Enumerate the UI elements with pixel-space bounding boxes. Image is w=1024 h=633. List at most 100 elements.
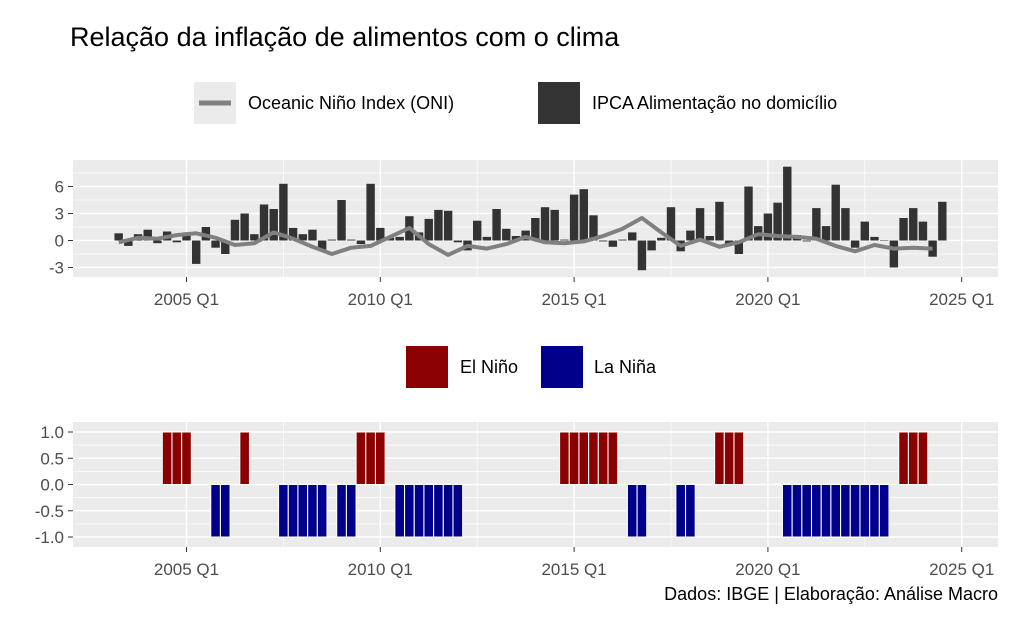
lanina-bar bbox=[830, 484, 842, 538]
ipca-bar bbox=[240, 213, 249, 241]
elnino-bar bbox=[559, 431, 570, 485]
ipca-bar bbox=[773, 202, 782, 241]
legend-top: Oceanic Niño Index (ONI) IPCA Alimentaçã… bbox=[194, 82, 837, 124]
x-tick-label: 2010 Q1 bbox=[348, 290, 413, 309]
x-tick-label: 2025 Q1 bbox=[929, 290, 994, 309]
y-tick-label: -3 bbox=[49, 259, 64, 278]
ipca-bar bbox=[327, 239, 337, 241]
ipca-bar bbox=[395, 236, 404, 241]
lanina-bar bbox=[878, 484, 890, 538]
panel-bottom-axis: 1.0 0.5 0.0 -0.5 -1.0 2005 Q1 2010 Q1 2015 Q1 20… bbox=[35, 423, 995, 579]
ipca-bar bbox=[686, 230, 695, 241]
y-tick-label: 0.0 bbox=[40, 476, 64, 495]
ipca-bar bbox=[938, 201, 947, 241]
ipca-bar bbox=[831, 184, 840, 241]
ipca-bar bbox=[695, 208, 705, 241]
lanina-bar bbox=[336, 484, 347, 538]
ipca-bar bbox=[909, 208, 918, 241]
caption: Dados: IBGE | Elaboração: Análise Macro bbox=[664, 584, 998, 604]
y-tick-label: -1.0 bbox=[35, 528, 64, 547]
x-tick-label: 2015 Q1 bbox=[541, 290, 606, 309]
ipca-bar bbox=[502, 228, 511, 241]
lanina-bar bbox=[423, 484, 435, 538]
ipca-bar bbox=[511, 236, 521, 241]
ipca-bar bbox=[715, 201, 724, 241]
ipca-bar bbox=[424, 218, 433, 241]
x-tick-label: 2010 Q1 bbox=[348, 560, 413, 579]
x-tick-label: 2025 Q1 bbox=[929, 560, 994, 579]
ipca-bar bbox=[172, 240, 182, 243]
legend-elnino-key bbox=[406, 346, 448, 388]
lanina-bar bbox=[626, 484, 638, 538]
ipca-bar bbox=[899, 218, 908, 241]
lanina-bar bbox=[442, 484, 454, 538]
ipca-bar bbox=[288, 227, 298, 241]
x-tick-label: 2005 Q1 bbox=[154, 560, 219, 579]
ipca-bar bbox=[763, 213, 773, 241]
ipca-bar bbox=[889, 240, 899, 268]
elnino-bar bbox=[597, 431, 609, 485]
ipca-bar bbox=[182, 232, 191, 241]
ipca-bar bbox=[560, 239, 569, 241]
lanina-bar bbox=[859, 484, 871, 538]
ipca-bar bbox=[821, 226, 831, 241]
ipca-bar bbox=[841, 208, 850, 241]
ipca-bar bbox=[783, 166, 792, 241]
ipca-bar bbox=[259, 204, 269, 241]
ipca-bar bbox=[434, 209, 443, 241]
lanina-bar bbox=[849, 484, 861, 538]
ipca-bar bbox=[230, 219, 240, 241]
elnino-bar bbox=[568, 431, 580, 485]
ipca-bar bbox=[376, 227, 385, 241]
ipca-bar bbox=[569, 194, 579, 241]
elnino-bar bbox=[714, 431, 725, 485]
ipca-bar bbox=[385, 237, 395, 241]
y-tick-label: 6 bbox=[55, 178, 64, 197]
ipca-bar bbox=[347, 239, 356, 241]
x-tick-label: 2015 Q1 bbox=[541, 560, 606, 579]
elnino-bar bbox=[365, 431, 376, 485]
ipca-bar bbox=[492, 209, 501, 241]
lanina-bar bbox=[316, 484, 328, 538]
ipca-bar bbox=[918, 221, 928, 241]
oni-line bbox=[118, 216, 933, 257]
ipca-bar bbox=[628, 232, 637, 241]
ipca-bar bbox=[540, 207, 550, 241]
lanina-bar bbox=[820, 484, 832, 538]
ipca-bar bbox=[608, 240, 618, 247]
x-tick-label: 2005 Q1 bbox=[154, 290, 219, 309]
ipca-bar bbox=[317, 240, 327, 250]
ipca-bar bbox=[928, 240, 937, 257]
lanina-bar bbox=[210, 484, 221, 538]
elnino-bar bbox=[907, 431, 919, 485]
ipca-bar bbox=[812, 208, 821, 241]
ipca-bar bbox=[143, 229, 152, 241]
lanina-bar bbox=[781, 484, 793, 538]
lanina-bar bbox=[287, 484, 299, 538]
elnino-bar bbox=[733, 431, 745, 485]
lanina-bar bbox=[675, 484, 686, 538]
ipca-bar bbox=[579, 189, 588, 241]
elnino-bar bbox=[375, 431, 386, 485]
lanina-bar bbox=[636, 484, 648, 538]
ipca-bar bbox=[482, 236, 492, 241]
lanina-bar bbox=[307, 484, 318, 538]
elnino-bar bbox=[588, 431, 599, 485]
elnino-bar bbox=[171, 431, 183, 485]
elnino-bar bbox=[723, 431, 735, 485]
ipca-bar bbox=[124, 240, 133, 246]
x-tick-label: 2020 Q1 bbox=[735, 290, 800, 309]
ipca-bar bbox=[589, 215, 598, 241]
ipca-bar bbox=[618, 239, 627, 241]
lanina-bar bbox=[433, 484, 444, 538]
lanina-bar bbox=[413, 484, 425, 538]
y-tick-label: -0.5 bbox=[35, 502, 64, 521]
legend-elnino-label: El Niño bbox=[460, 357, 518, 377]
elnino-bar bbox=[181, 431, 192, 485]
ipca-bar bbox=[531, 218, 540, 241]
x-tick-label: 2020 Q1 bbox=[735, 560, 800, 579]
y-tick-label: 3 bbox=[55, 205, 64, 224]
ipca-bar bbox=[647, 240, 656, 251]
elnino-bar bbox=[607, 431, 619, 485]
lanina-bar bbox=[791, 484, 803, 538]
